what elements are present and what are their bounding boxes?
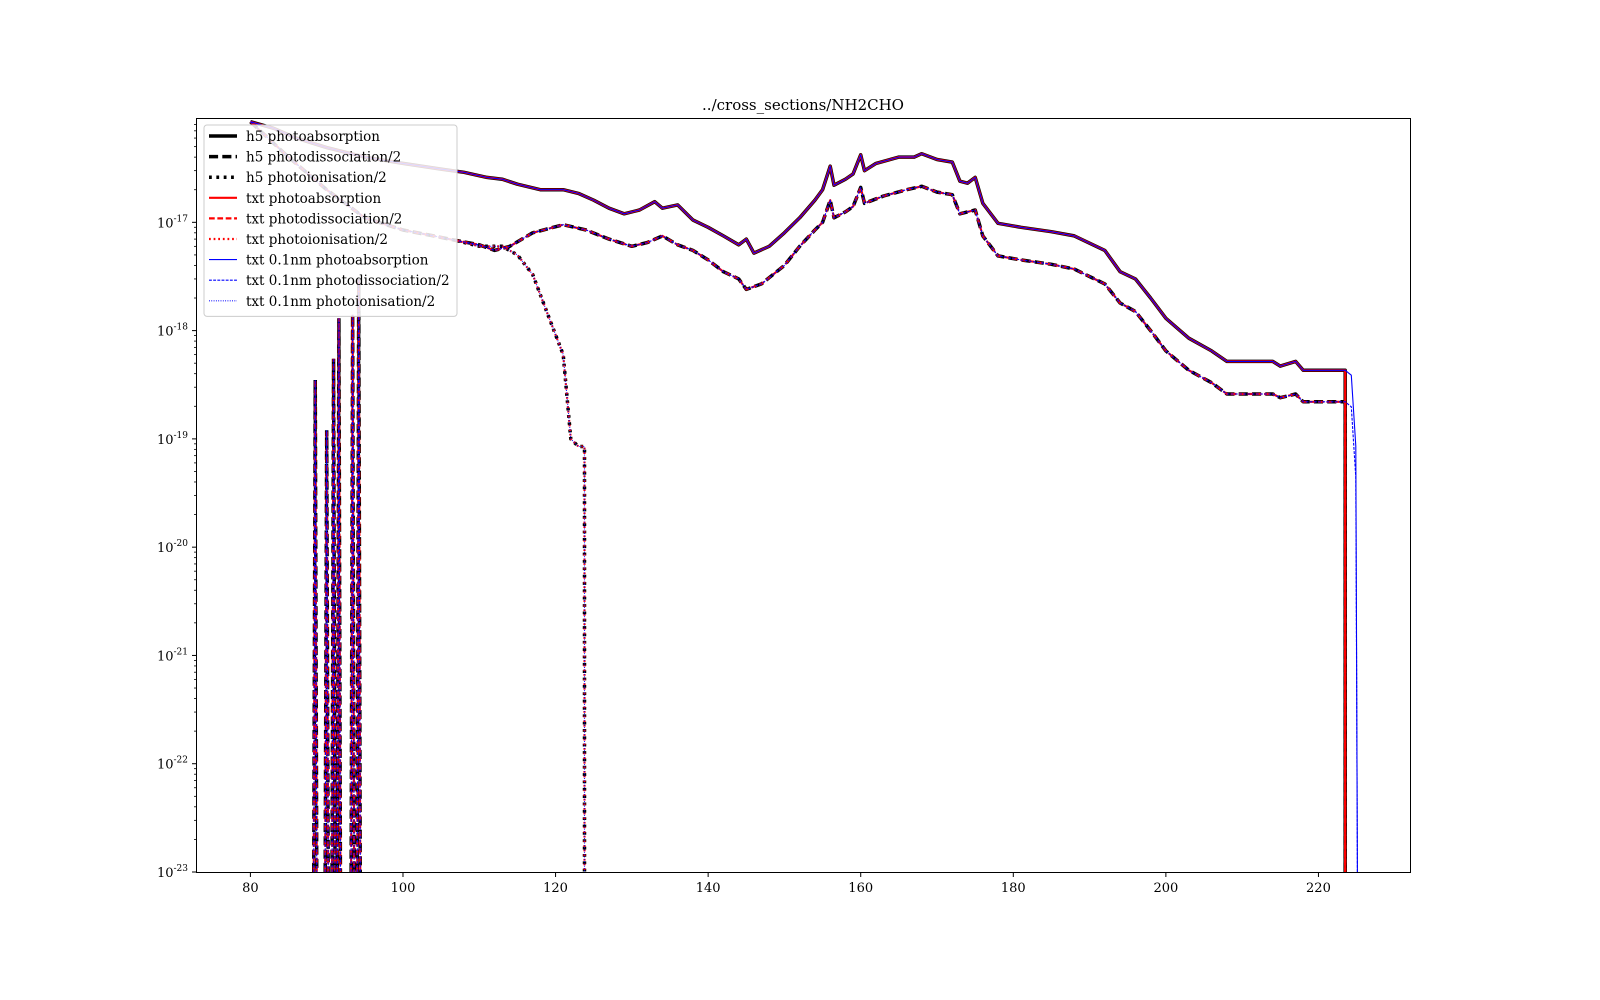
spike-2-3 bbox=[324, 430, 329, 872]
y-tick-label: 10-19 bbox=[157, 431, 188, 448]
spike-1-3 bbox=[313, 379, 318, 872]
legend-entry: txt 0.1nm photoabsorption bbox=[246, 253, 429, 269]
legend-entry: txt photoabsorption bbox=[246, 191, 381, 207]
legend-entry: txt photoionisation/2 bbox=[246, 232, 388, 248]
y-tick-label: 10-23 bbox=[157, 864, 188, 881]
y-axis: 10-23 10-22 10-21 10-20 10-19 10-18 10-17 bbox=[157, 124, 197, 881]
y-tick-label: 10-18 bbox=[157, 323, 188, 340]
series-line-6 bbox=[456, 239, 586, 872]
series-line-8 bbox=[250, 121, 1358, 872]
x-tick-label: 160 bbox=[848, 881, 873, 896]
x-tick-label: 200 bbox=[1153, 881, 1178, 896]
series-line-7 bbox=[250, 121, 1358, 872]
legend-entry: h5 photodissociation/2 bbox=[246, 150, 401, 166]
y-tick-label: 10-22 bbox=[157, 756, 188, 773]
x-tick-label: 120 bbox=[543, 881, 568, 896]
legend-entry: txt photodissociation/2 bbox=[246, 211, 402, 227]
legend-box bbox=[203, 124, 458, 317]
series-line-9 bbox=[456, 239, 586, 872]
spike-4-3 bbox=[336, 318, 341, 872]
legend-entry: h5 photoionisation/2 bbox=[246, 170, 387, 186]
legend-entry: txt 0.1nm photodissociation/2 bbox=[246, 273, 450, 289]
legend-entry: txt 0.1nm photoionisation/2 bbox=[246, 294, 435, 310]
x-tick-label: 100 bbox=[391, 881, 416, 896]
y-tick-label: 10-20 bbox=[157, 539, 188, 556]
spike-3-3 bbox=[331, 358, 336, 872]
x-tick-label: 80 bbox=[242, 881, 259, 896]
x-tick-label: 180 bbox=[1001, 881, 1026, 896]
series-line-3 bbox=[455, 238, 587, 872]
x-tick-label: 140 bbox=[696, 881, 721, 896]
y-tick-label: 10-17 bbox=[157, 214, 188, 231]
chart-title: ../cross_sections/NH2CHO bbox=[702, 96, 904, 114]
x-axis: 80 100 120 140 160 180 200 220 bbox=[242, 872, 1331, 896]
spike-6-3 bbox=[356, 278, 361, 872]
legend: h5 photoabsorption h5 photodissociation/2… bbox=[203, 124, 458, 317]
y-tick-label: 10-21 bbox=[157, 647, 188, 664]
legend-entry: h5 photoabsorption bbox=[246, 129, 380, 145]
x-tick-label: 220 bbox=[1306, 881, 1331, 896]
